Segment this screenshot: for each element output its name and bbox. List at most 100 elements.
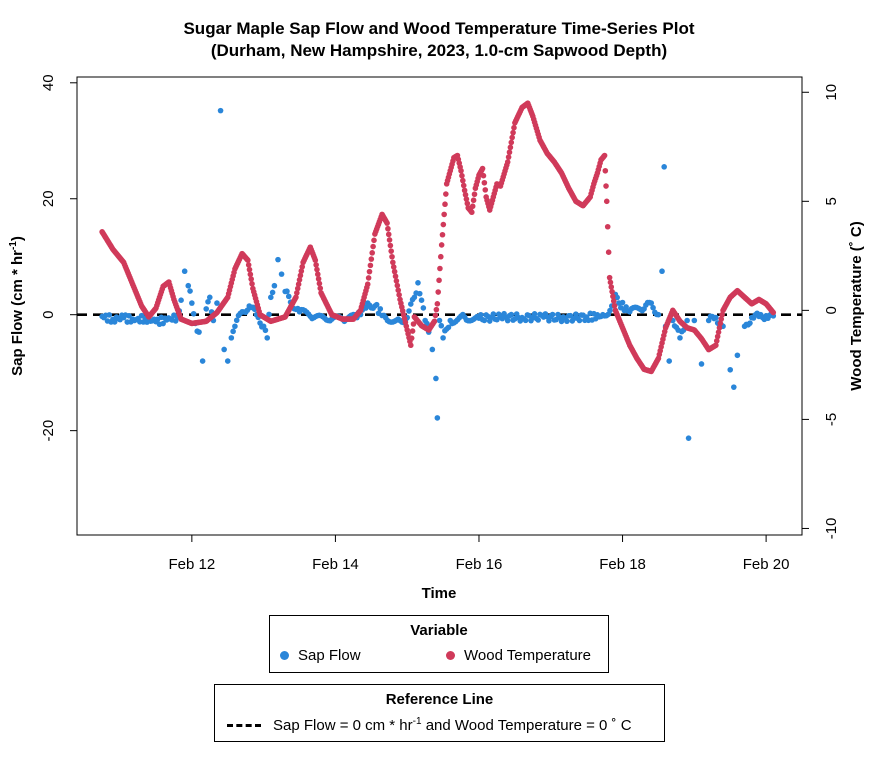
wood-temperature-point <box>506 149 513 156</box>
sap-flow-point <box>731 384 737 390</box>
wood-temperature-point <box>604 223 611 230</box>
wood-temperature-point <box>469 203 476 210</box>
wood-temperature-point <box>479 165 486 172</box>
right-axis-tick-label: 10 <box>823 84 840 101</box>
sap-flow-point <box>111 319 118 325</box>
wood-temperature-point <box>312 257 319 264</box>
sap-flow-point <box>373 301 380 308</box>
wood-temperature-point <box>317 285 324 292</box>
reference-line-legend: Reference Line Sap Flow = 0 cm * hr-1 an… <box>214 684 665 742</box>
wood-temperature-point <box>393 278 400 284</box>
sap-flow-point <box>481 317 488 324</box>
wood-temperature-point <box>370 243 376 250</box>
sap-flow-point <box>224 358 231 364</box>
wood-temperature-point <box>719 311 725 318</box>
sap-flow-point <box>190 310 197 317</box>
sap-flow-point <box>196 329 202 335</box>
legend-label-wood-temperature: Wood Temperature <box>464 647 592 664</box>
sap-flow-point <box>203 306 210 312</box>
wood-temperature-point <box>602 167 609 174</box>
sap-flow-point <box>185 282 192 289</box>
wood-temperature-point <box>389 253 395 260</box>
sap-flow-point <box>440 335 446 341</box>
sap-flow-legend-marker <box>280 651 289 660</box>
sap-flow-point <box>684 317 690 324</box>
variable-legend-title: Variable <box>410 622 468 639</box>
wood-temperature-point <box>313 262 319 268</box>
left-axis-tick-label: 0 <box>40 311 57 319</box>
wood-temperature-point <box>394 282 401 289</box>
sap-flow-point <box>285 293 292 300</box>
sap-flow-point <box>278 271 285 277</box>
sap-flow-point <box>546 317 552 324</box>
sap-flow-point <box>650 304 656 311</box>
sap-flow-point <box>490 311 497 317</box>
wood-temperature-point <box>508 139 515 146</box>
sap-flow-point <box>614 294 620 301</box>
sap-flow-point <box>271 282 278 289</box>
wood-temperature-point <box>391 268 398 275</box>
sap-flow-point <box>228 335 235 341</box>
wood-temperature-point <box>504 159 511 165</box>
left-y-axis-title: Sap Flow (cm * hr-1) <box>8 236 26 376</box>
wood-temperature-point <box>482 187 489 193</box>
wood-temperature-point <box>386 237 393 243</box>
wood-temperature-point <box>460 177 466 184</box>
legend-label-sap-flow: Sap Flow <box>298 647 361 664</box>
sap-flow-point <box>576 317 583 324</box>
wood-temperature-point <box>366 268 373 275</box>
wood-temperature-point <box>507 144 514 151</box>
wood-temperature-point <box>480 172 487 179</box>
sap-flow-point <box>178 297 184 304</box>
wood-temperature-point <box>481 179 488 186</box>
wood-temperature-point <box>298 268 305 274</box>
wood-temperature-point <box>294 290 300 296</box>
wood-temperature-point <box>437 265 443 272</box>
chart-title-line2: (Durham, New Hampshire, 2023, 1.0-cm Sap… <box>211 41 667 60</box>
wood-temperature-point <box>443 191 449 197</box>
sap-flow-point <box>284 288 290 295</box>
wood-temperature-point <box>714 333 721 340</box>
wood-temperature-point <box>249 281 255 287</box>
sap-flow-point <box>436 317 443 324</box>
wood-temperature-point <box>435 289 442 295</box>
wood-temperature-point <box>297 272 304 279</box>
wood-temperature-series <box>99 100 777 375</box>
sap-flow-point <box>558 318 565 325</box>
sap-flow-point <box>685 435 692 441</box>
wood-temperature-point <box>606 274 613 281</box>
legend-item-sap-flow: Sap Flow <box>280 647 361 664</box>
sap-flow-point <box>531 311 538 317</box>
sap-flow-point <box>549 311 556 318</box>
sap-flow-point <box>420 305 427 311</box>
sap-flow-point <box>429 346 436 353</box>
sap-flow-point <box>126 313 132 319</box>
wood-temperature-point <box>462 191 469 198</box>
sap-flow-point <box>214 300 220 306</box>
sap-flow-point <box>264 335 271 341</box>
left-y-axis: -20 0 20 40 <box>40 74 78 441</box>
sap-flow-point <box>727 366 734 373</box>
sap-flow-series <box>99 107 777 441</box>
wood-temperature-point <box>607 279 614 286</box>
sap-flow-point <box>181 268 188 275</box>
wood-temperature-point <box>315 276 322 282</box>
sap-flow-point <box>230 328 236 335</box>
wood-temperature-point <box>364 281 371 287</box>
wood-temperature-point <box>470 197 477 204</box>
wood-temperature-legend-marker <box>446 651 455 660</box>
sap-flow-point <box>217 107 224 114</box>
wood-temperature-point <box>245 257 251 264</box>
sap-flow-point <box>377 306 384 312</box>
sap-flow-point <box>477 311 484 318</box>
x-axis-title: Time <box>422 585 457 602</box>
wood-temperature-point <box>295 281 302 287</box>
sap-flow-point <box>266 311 272 318</box>
wood-temperature-point <box>461 187 468 194</box>
sap-flow-point <box>666 358 673 364</box>
wood-temperature-point <box>431 318 438 325</box>
right-y-axis-title: Wood Temperature (˚ C) <box>848 221 865 390</box>
sap-flow-point <box>406 308 412 314</box>
wood-temperature-point <box>314 266 320 273</box>
sap-flow-point <box>187 288 193 294</box>
